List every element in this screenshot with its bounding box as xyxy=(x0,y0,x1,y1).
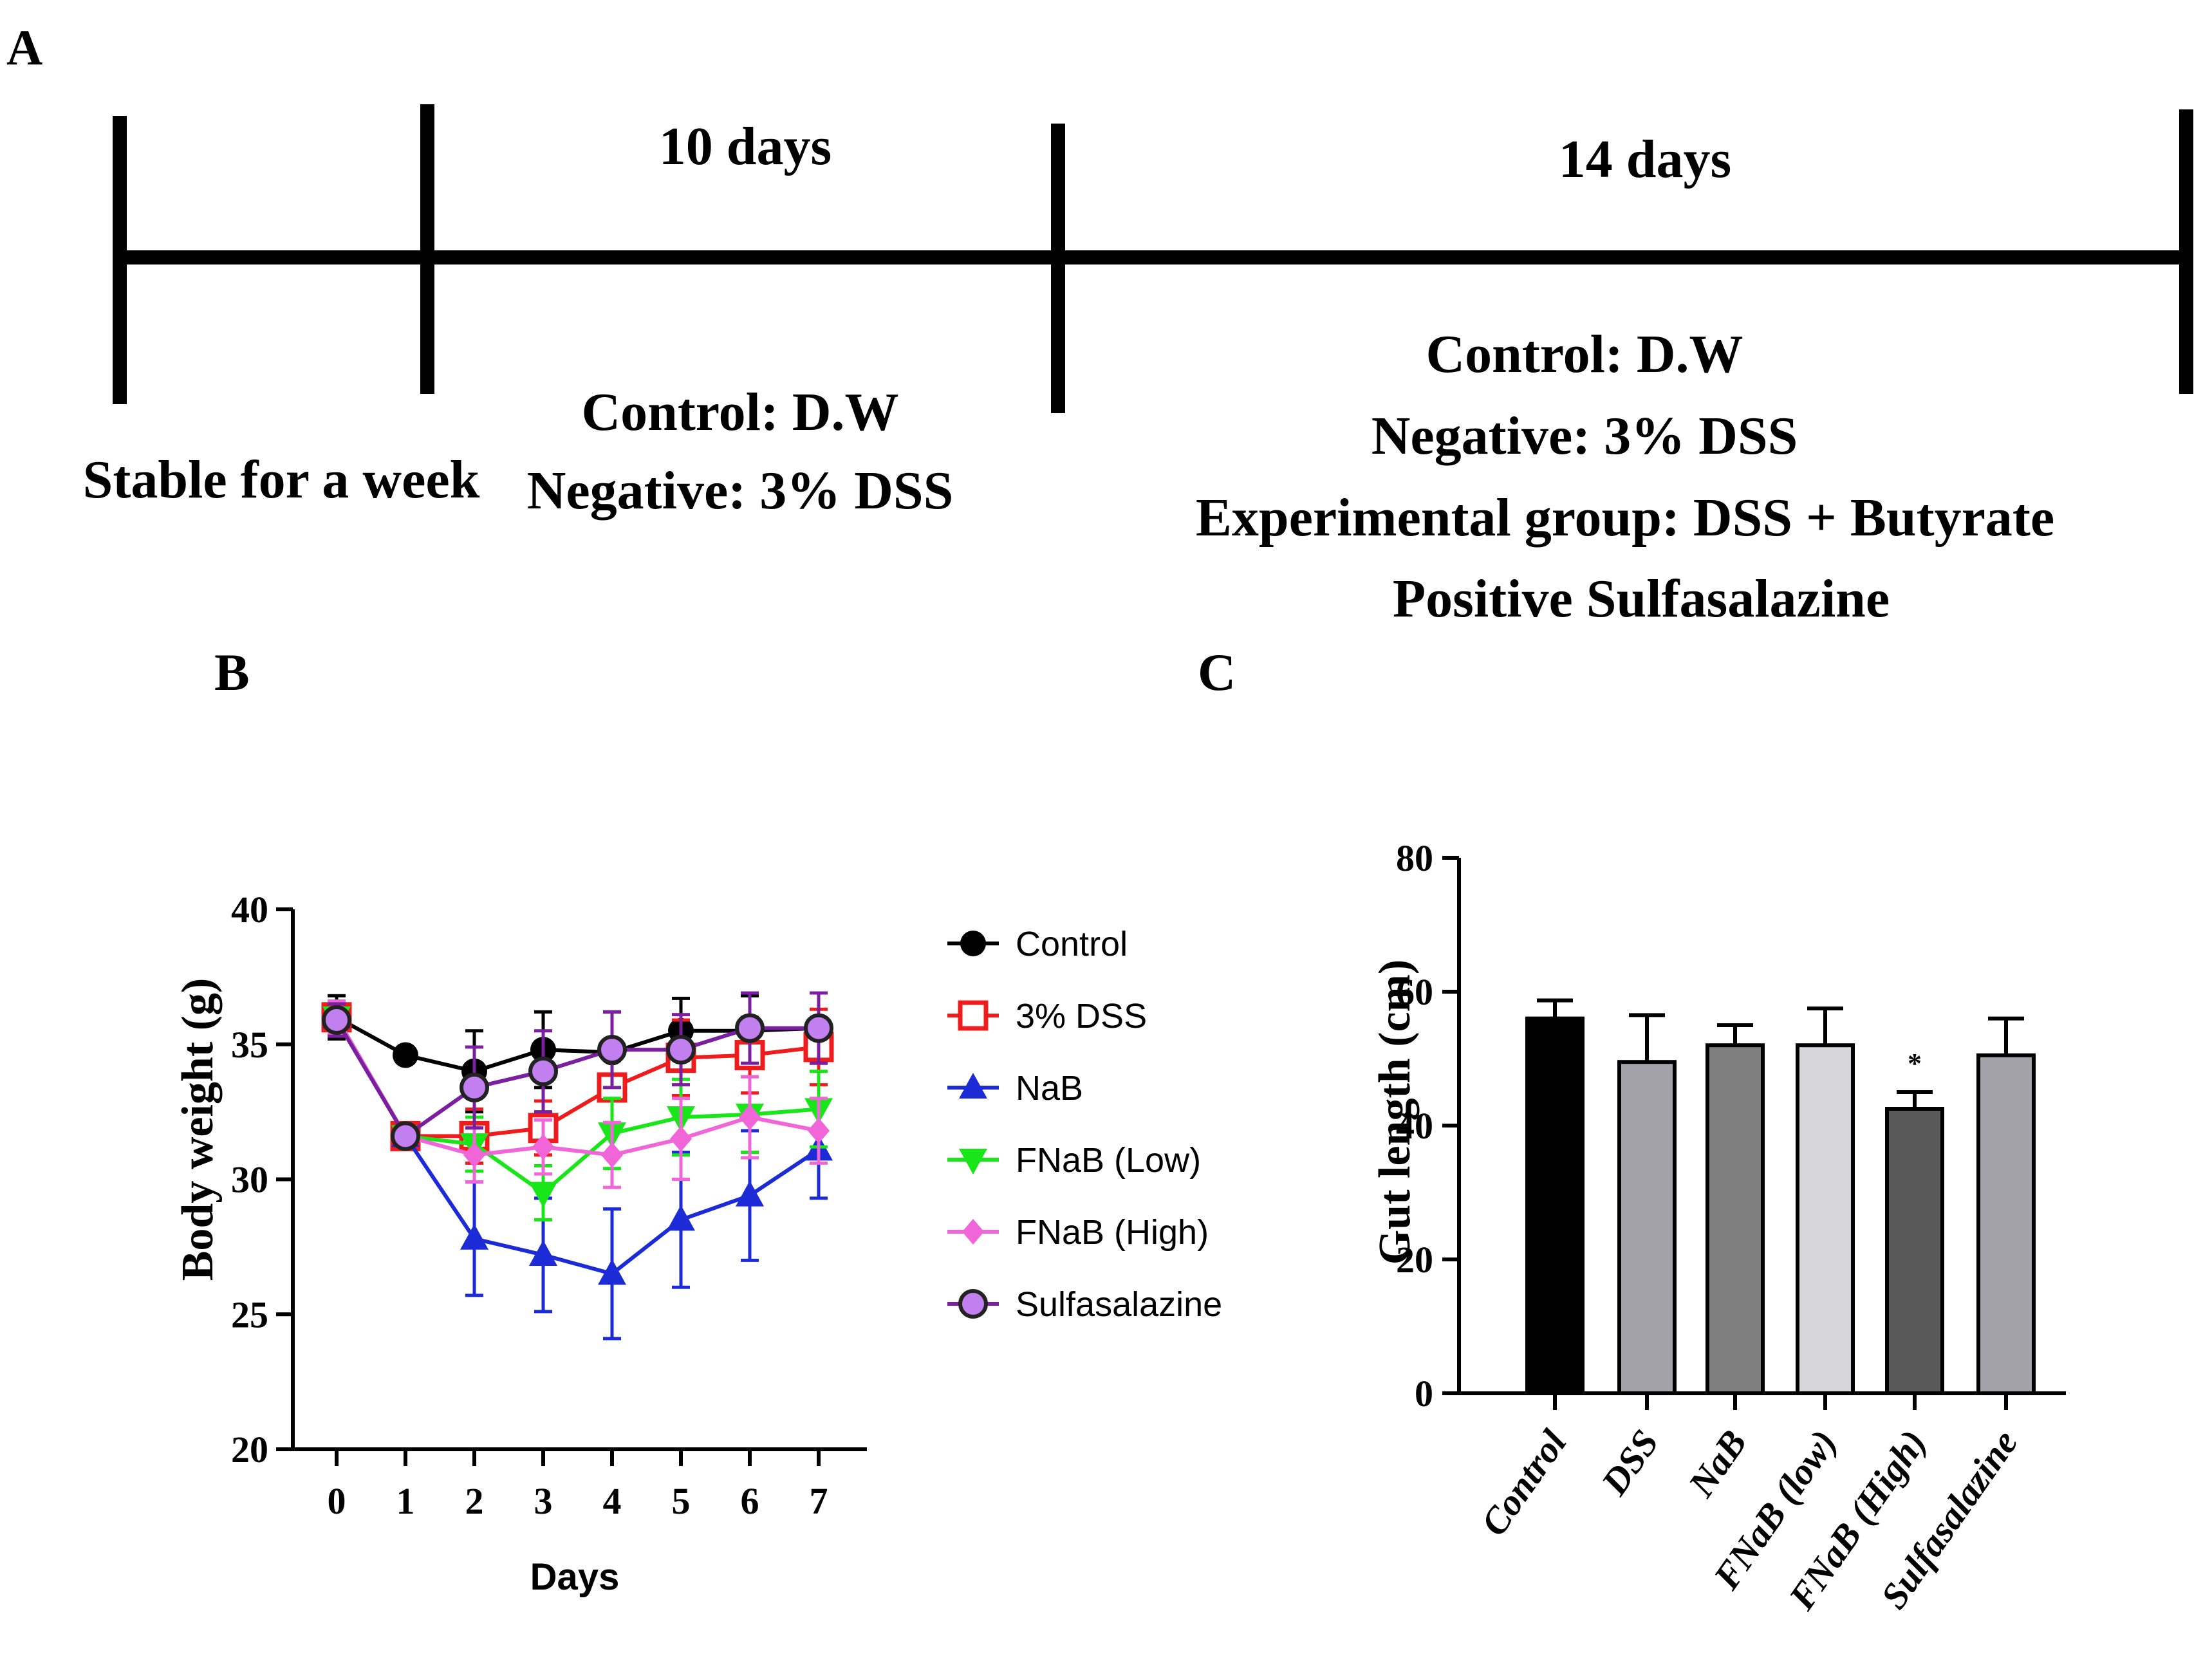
data-point xyxy=(667,1205,695,1231)
line-chart-y-tick-label: 40 xyxy=(231,889,268,931)
data-point xyxy=(460,1223,488,1250)
line-chart-y-tick-label: 35 xyxy=(231,1024,268,1066)
timeline-phase3-line1: Control: D.W xyxy=(1426,324,1743,384)
data-point xyxy=(597,1035,627,1065)
timeline-phase3-line2: Negative: 3% DSS xyxy=(1371,406,1798,466)
bar-chart-y-tick-label: 40 xyxy=(1396,1105,1433,1147)
data-point xyxy=(666,1035,696,1065)
data-point xyxy=(532,1134,554,1160)
legend-item: Control xyxy=(947,925,1128,963)
line-chart-x-tick-label: 3 xyxy=(534,1480,553,1522)
legend-label: FNaB (High) xyxy=(1016,1213,1209,1252)
bar-category-label: DSS xyxy=(1593,1422,1667,1503)
legend-label: Sulfasalazine xyxy=(1016,1285,1222,1324)
timeline-10days-label: 10 days xyxy=(659,116,832,176)
data-point xyxy=(601,1142,623,1168)
legend-item: FNaB (Low) xyxy=(947,1141,1201,1180)
timeline-14days-label: 14 days xyxy=(1559,129,1731,189)
data-point xyxy=(670,1126,692,1152)
legend-marker xyxy=(960,931,986,956)
series-line xyxy=(335,1016,820,1276)
legend-label: NaB xyxy=(1016,1069,1083,1108)
bar xyxy=(1885,1107,1944,1395)
legend-marker xyxy=(962,1219,984,1245)
bar-dss: DSS xyxy=(1593,1013,1677,1503)
series-sulfasalazine xyxy=(322,991,833,1151)
timeline-phase3-line3: Experimental group: DSS + Butyrate xyxy=(1196,488,2054,548)
bar-chart-y-tick-label: 20 xyxy=(1396,1239,1433,1281)
bar xyxy=(1617,1060,1677,1395)
legend-marker xyxy=(959,1149,987,1174)
legend-label: Control xyxy=(1016,925,1128,963)
line-chart-y-tick-label: 30 xyxy=(231,1159,268,1201)
line-chart-y-tick-label: 20 xyxy=(231,1429,268,1471)
data-point xyxy=(735,1013,765,1043)
line-chart-x-tick-label: 2 xyxy=(465,1480,484,1522)
timeline-phase2-line2: Negative: 3% DSS xyxy=(527,461,954,521)
significance-marker: * xyxy=(1908,1048,1922,1079)
legend-item: 3% DSS xyxy=(947,997,1147,1035)
line-chart-x-tick-label: 6 xyxy=(741,1480,759,1522)
data-point xyxy=(529,1239,557,1266)
bar-control: Control xyxy=(1473,998,1585,1543)
panel-label-a: A xyxy=(6,19,42,75)
legend-marker xyxy=(959,1073,987,1099)
data-point xyxy=(391,1121,420,1151)
data-point xyxy=(463,1142,485,1168)
bar-category-label: NaB xyxy=(1680,1422,1755,1505)
bar-category-label: Control xyxy=(1473,1422,1575,1543)
line-chart-ylabel: Body weight (g) xyxy=(173,978,223,1281)
data-point xyxy=(460,1072,489,1102)
data-point xyxy=(808,1117,830,1144)
panel-label-c: C xyxy=(1198,643,1236,701)
timeline xyxy=(113,104,2193,413)
legend-marker xyxy=(958,1289,988,1319)
line-chart-x-tick-label: 1 xyxy=(396,1480,415,1522)
data-point xyxy=(598,1259,626,1285)
bar-chart-ylabel: Gut length (cm) xyxy=(1370,960,1420,1265)
panel-label-b: B xyxy=(214,643,250,701)
data-point xyxy=(393,1042,418,1068)
bar-chart-y-tick-label: 80 xyxy=(1396,837,1433,879)
bar-chart-y-tick-label: 60 xyxy=(1396,971,1433,1013)
line-chart-xlabel: Days xyxy=(530,1556,620,1598)
bar xyxy=(1525,1016,1585,1395)
bar xyxy=(1705,1043,1765,1395)
legend-item: NaB xyxy=(947,1069,1083,1108)
legend-item: FNaB (High) xyxy=(947,1213,1209,1252)
timeline-phase2-line1: Control: D.W xyxy=(581,382,898,442)
timeline-stable-label: Stable for a week xyxy=(83,450,480,510)
data-point xyxy=(529,1182,557,1208)
legend-label: FNaB (Low) xyxy=(1016,1141,1201,1180)
bar xyxy=(1976,1053,2036,1396)
bar xyxy=(1796,1043,1855,1395)
data-point xyxy=(739,1104,761,1131)
legend-label: 3% DSS xyxy=(1016,997,1147,1035)
legend-item: Sulfasalazine xyxy=(947,1285,1222,1324)
data-point xyxy=(528,1056,558,1086)
legend-marker xyxy=(958,1000,989,1031)
line-chart-x-tick-label: 5 xyxy=(672,1480,691,1522)
line-chart-y-tick-label: 25 xyxy=(231,1294,268,1335)
timeline-phase3-line4: Positive Sulfasalazine xyxy=(1393,569,1890,629)
bar-chart-y-tick-label: 0 xyxy=(1415,1373,1433,1415)
bar-nab: NaB xyxy=(1680,1023,1765,1505)
line-chart-x-tick-label: 0 xyxy=(328,1480,346,1522)
data-point xyxy=(804,1013,833,1043)
line-chart-x-tick-label: 4 xyxy=(603,1480,622,1522)
data-point xyxy=(736,1180,764,1207)
line-chart-x-tick-label: 7 xyxy=(810,1480,828,1522)
data-point xyxy=(322,1005,351,1035)
